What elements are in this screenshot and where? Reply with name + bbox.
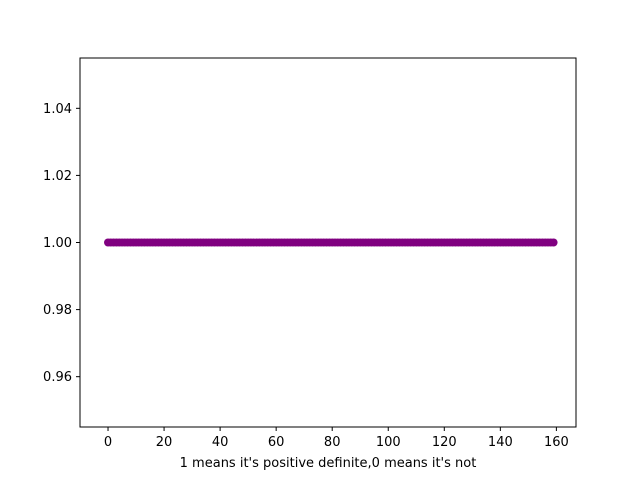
x-tick-label: 100 bbox=[376, 435, 401, 450]
x-tick-label: 80 bbox=[324, 435, 341, 450]
y-tick-label: 1.02 bbox=[43, 169, 72, 184]
y-tick-label: 1.00 bbox=[43, 236, 72, 251]
x-tick-label: 120 bbox=[432, 435, 457, 450]
x-tick-label: 140 bbox=[488, 435, 513, 450]
y-axis: 0.96 0.98 1.00 1.02 1.04 bbox=[43, 102, 80, 385]
data-point bbox=[549, 238, 558, 247]
x-tick-label: 160 bbox=[544, 435, 569, 450]
y-tick-label: 0.96 bbox=[43, 370, 72, 385]
y-tick-label: 0.98 bbox=[43, 303, 72, 318]
x-tick-label: 60 bbox=[268, 435, 285, 450]
y-tick-label: 1.04 bbox=[43, 102, 72, 117]
x-tick-label: 20 bbox=[156, 435, 173, 450]
x-axis: 0 20 40 60 80 100 120 140 160 bbox=[104, 427, 569, 450]
x-tick-label: 40 bbox=[212, 435, 229, 450]
x-tick-label: 0 bbox=[104, 435, 112, 450]
x-axis-label: 1 means it's positive definite,0 means i… bbox=[180, 456, 477, 471]
data-points bbox=[104, 238, 558, 247]
